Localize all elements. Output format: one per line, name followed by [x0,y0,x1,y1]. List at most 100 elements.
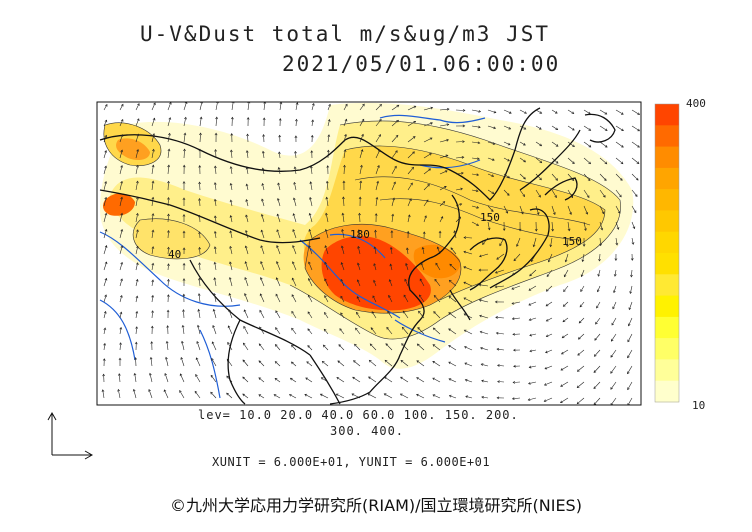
wind-arrow-head [446,107,450,111]
wind-arrow [119,165,123,175]
wind-arrow [215,117,218,127]
wind-arrow-head [463,281,467,285]
wind-arrow [337,360,345,367]
wind-arrow-head [275,310,278,313]
wind-arrow [435,263,441,271]
wind-arrow [327,119,330,127]
wind-arrow [583,109,591,115]
wind-arrow [519,173,526,180]
wind-arrow-head [610,354,614,358]
wind-arrow-head [490,209,494,212]
wind-arrow [423,168,431,175]
wind-arrow-head [244,245,248,249]
wind-arrow-head [307,294,311,298]
wind-arrow [464,362,473,367]
wind-arrow [535,157,542,163]
wind-arrow [356,296,361,303]
wind-arrow-head [357,229,361,232]
wind-arrow-head [373,263,377,266]
wind-arrow-head [543,399,547,402]
wind-arrow-head [164,372,167,376]
wind-arrow-head [132,388,136,392]
wind-arrow-head [260,245,264,248]
wind-arrow [373,280,377,287]
wind-arrow-head [118,357,122,361]
wind-arrow-head [101,389,105,392]
wind-arrow-head [230,116,234,120]
wind-arrow [135,279,138,287]
wind-arrow-head [214,132,218,136]
wind-arrow [164,373,169,383]
wind-arrow [580,285,585,292]
wind-arrow-head [432,377,436,381]
wind-arrow [439,108,450,111]
wind-arrow [244,309,249,319]
contour-label-40: 40 [168,248,181,261]
wind-arrow-head [357,262,360,266]
wind-arrow [167,165,170,175]
wind-arrow [277,182,281,191]
wind-arrow-head [182,197,186,201]
wind-arrow-head [328,103,331,107]
wind-arrow-head [198,231,202,235]
wind-arrow-head [511,397,515,400]
wind-arrow [359,149,363,159]
wind-arrow [610,365,617,374]
wind-arrow-head [523,127,527,130]
wind-arrow-head [104,196,108,200]
wind-arrow [433,327,441,335]
wind-arrow [353,360,361,367]
wind-arrow-head [229,245,233,249]
wind-arrow [439,124,449,127]
wind-arrow-head [199,132,202,136]
wind-arrow [275,327,281,335]
wind-arrow-head [352,376,355,380]
wind-arrow [304,394,313,399]
wind-arrow-head [616,227,620,230]
wind-arrow-head [199,116,203,120]
wind-arrow [448,312,457,319]
wind-arrow [386,327,393,335]
contour-label-180: 180 [350,228,370,241]
wind-arrow-head [151,310,154,313]
wind-arrow [167,197,169,207]
wind-arrow-head [198,277,201,281]
wind-arrow-head [416,393,419,397]
wind-arrow [407,105,416,111]
wind-arrow-head [276,213,280,217]
wind-arrow-head [184,116,187,120]
wind-arrow [244,293,249,303]
contour-label-150-a: 150 [480,211,500,224]
wind-arrow-head [480,363,484,367]
wind-arrow-head [343,164,346,168]
wind-arrow [259,310,265,319]
wind-arrow-head [320,377,324,380]
wind-arrow-head [198,262,201,265]
wind-arrow-head [197,308,201,312]
wind-arrow [292,229,297,239]
wind-arrow [496,348,505,351]
wind-arrow-head [554,195,557,198]
wind-arrow-head [275,327,278,330]
wind-arrow [324,295,329,303]
wind-arrow [194,391,201,399]
wind-arrow-head [120,228,124,232]
wind-arrow-head [560,368,564,371]
wind-arrow-head [103,342,106,346]
wind-arrow [480,347,489,351]
wind-arrow-head [522,194,526,197]
colorbar-swatch [655,231,679,254]
wind-arrow [359,119,365,127]
wind-arrow-head [229,215,233,218]
wind-arrow-head [135,278,139,282]
wind-arrow [359,165,363,175]
wind-arrow [519,205,524,215]
wind-arrow-head [245,229,248,233]
wind-arrow [356,312,361,319]
wind-arrow-head [167,213,170,217]
wind-arrow [196,357,201,367]
wind-arrow [496,332,505,335]
wind-arrow-head [445,154,449,158]
wind-arrow-head [167,197,170,200]
wind-arrow-head [429,137,433,141]
